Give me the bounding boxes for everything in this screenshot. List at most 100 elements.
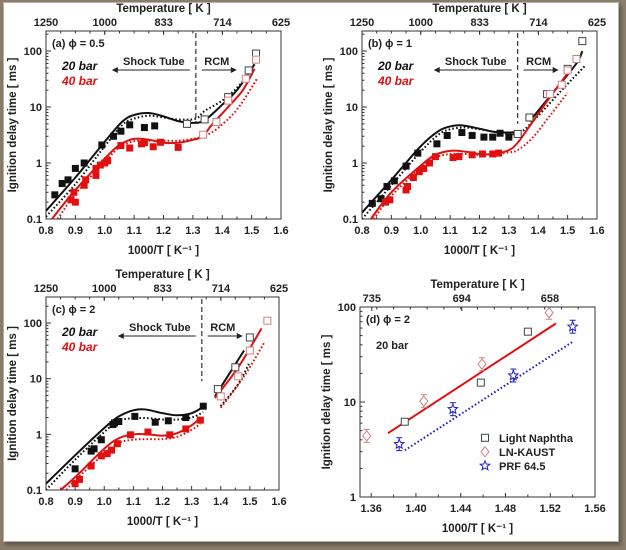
data-point (97, 436, 105, 444)
data-point (71, 465, 79, 473)
panel-label: (b) ϕ = 1 (368, 38, 412, 50)
legend-label: LN-KAUST (499, 447, 555, 459)
data-point (505, 133, 513, 141)
x-tick-label: 1.1 (126, 225, 141, 237)
top-tick-label: 625 (588, 17, 606, 29)
data-point (496, 129, 504, 137)
legend-40bar: 40 bar (377, 74, 415, 88)
rcm-label: RCM (204, 56, 229, 68)
y-axis-title: Ignition delay time [ ms ] (7, 57, 19, 192)
panel-d: 1.36 1.40 1.44 1.48 1.52 1.56 1 10 100 735 694 658 T… (321, 279, 606, 535)
x-tick-label: 1.1 (442, 225, 457, 237)
data-point (525, 113, 534, 122)
data-point (443, 131, 451, 139)
rcm-label: RCM (210, 322, 235, 334)
data-point (144, 428, 152, 436)
data-point (414, 149, 422, 157)
data-point (151, 418, 159, 426)
y-tick-label: 10 (30, 102, 42, 114)
data-point (477, 358, 487, 370)
top-tick-label: 694 (453, 293, 472, 305)
x-tick-label: 1.2 (472, 225, 487, 237)
data-point (113, 440, 121, 448)
data-point (87, 462, 95, 470)
top-tick-label: 1000 (409, 17, 433, 29)
x-axis-title: 1000/T [ K⁻¹ ] (128, 245, 199, 257)
series-line (46, 411, 204, 490)
data-point (489, 133, 497, 141)
data-point (212, 117, 221, 126)
data-point (433, 140, 441, 148)
top-axis-title: Temperature [ K ] (432, 3, 527, 15)
data-point (557, 80, 566, 89)
data-point (382, 198, 389, 206)
top-tick-label: 1250 (34, 283, 58, 295)
data-point (393, 437, 406, 450)
data-point (523, 327, 532, 336)
data-point (489, 150, 497, 158)
x-tick-label: 1.3 (185, 225, 200, 237)
data-point (245, 333, 254, 342)
top-tick-label: 1000 (92, 283, 116, 295)
data-point (82, 176, 90, 184)
data-point (245, 346, 254, 355)
data-point (513, 129, 522, 138)
x-tick-label: 1.48 (495, 503, 516, 515)
data-point (151, 122, 159, 130)
plot-frame (359, 306, 596, 498)
y-tick-label: 100 (338, 302, 356, 314)
data-point (404, 183, 412, 191)
data-point (402, 162, 410, 170)
data-point (67, 196, 75, 204)
top-tick-label: 658 (541, 293, 559, 305)
plot-area (46, 316, 272, 490)
legend-20bar: 20 bar (61, 325, 99, 339)
top-tick-label: 1250 (350, 17, 374, 29)
data-point (71, 198, 79, 206)
x-tick-label: 0.8 (354, 225, 369, 237)
data-point (96, 161, 104, 169)
data-point (415, 168, 423, 176)
panel-label: (a) ϕ = 0.5 (52, 38, 105, 50)
x-tick-label: 1.52 (540, 503, 561, 515)
legend-40bar: 40 bar (61, 74, 99, 88)
top-tick-label: 714 (213, 17, 232, 29)
data-point (234, 372, 243, 381)
data-point (131, 412, 139, 420)
x-tick-label: 1.44 (450, 503, 472, 515)
data-point (58, 180, 66, 188)
data-point (231, 363, 240, 372)
data-point (383, 183, 391, 191)
data-point (70, 188, 78, 196)
x-tick-label: 1.2 (156, 225, 171, 237)
data-point (563, 66, 572, 75)
data-point (75, 475, 83, 483)
data-point (446, 402, 459, 415)
data-point (64, 176, 72, 184)
data-point (110, 132, 118, 140)
top-axis-title: Temperature [ K ] (115, 269, 210, 281)
plot-area (46, 49, 261, 219)
data-point (409, 174, 417, 182)
y-axis-title: Ignition delay time [ ms ] (321, 334, 333, 469)
x-tick-label: 1.3 (184, 496, 199, 508)
x-tick-label: 1.5 (242, 496, 257, 508)
data-point (126, 431, 134, 439)
y-tick-label: 0.1 (343, 214, 358, 226)
data-point (117, 142, 125, 150)
data-point (468, 151, 476, 159)
x-tick-label: 1.0 (97, 225, 112, 237)
y-tick-label: 1 (36, 429, 42, 441)
x-tick-label: 0.8 (38, 496, 53, 508)
x-tick-label: 1.5 (244, 225, 259, 237)
y-tick-label: 10 (346, 102, 358, 114)
top-tick-label: 714 (529, 17, 548, 29)
data-point (80, 181, 88, 189)
data-point (157, 138, 165, 146)
data-point (420, 164, 428, 172)
top-axis-title: Temperature [ K ] (430, 279, 525, 291)
x-tick-label: 0.9 (384, 225, 399, 237)
series-line (51, 68, 256, 219)
y-tick-label: 10 (30, 374, 42, 386)
